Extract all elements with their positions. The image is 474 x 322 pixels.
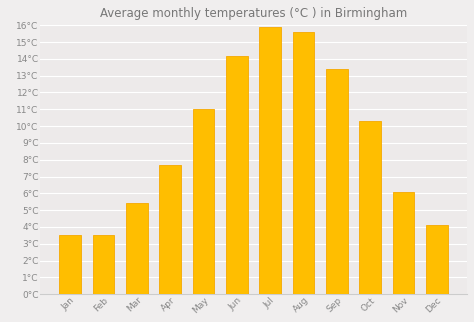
Bar bbox=[426, 225, 447, 294]
Bar bbox=[359, 121, 381, 294]
Bar bbox=[226, 55, 248, 294]
Bar bbox=[259, 27, 281, 294]
Bar bbox=[392, 192, 414, 294]
Bar bbox=[193, 109, 214, 294]
Bar bbox=[93, 235, 114, 294]
Bar bbox=[59, 235, 81, 294]
Bar bbox=[326, 69, 348, 294]
Bar bbox=[293, 32, 314, 294]
Bar bbox=[159, 165, 181, 294]
Title: Average monthly temperatures (°C ) in Birmingham: Average monthly temperatures (°C ) in Bi… bbox=[100, 7, 407, 20]
Bar bbox=[126, 204, 148, 294]
